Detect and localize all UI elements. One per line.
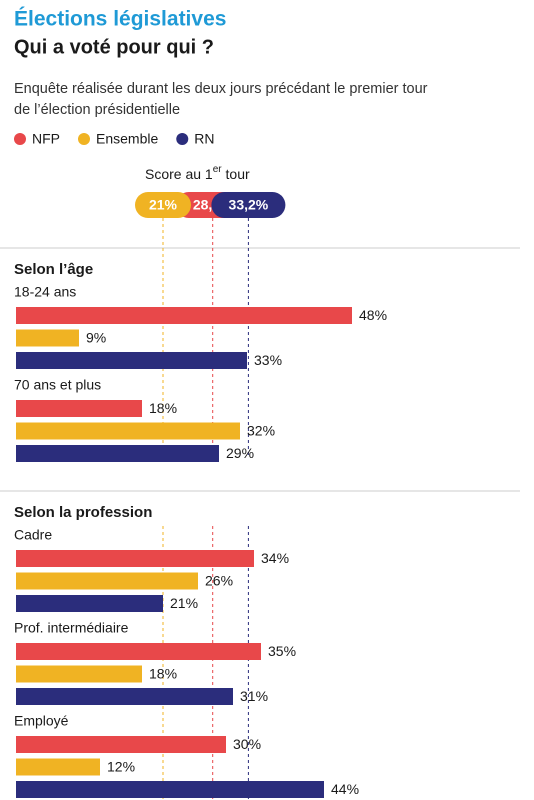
legend-swatch xyxy=(78,133,90,145)
bar xyxy=(16,400,142,417)
bar xyxy=(16,688,233,705)
bar xyxy=(16,550,254,567)
value-label: 18% xyxy=(149,666,177,682)
bar xyxy=(16,781,324,798)
category-label: Employé xyxy=(14,713,69,729)
value-label: 31% xyxy=(240,688,268,704)
value-label: 21% xyxy=(170,595,198,611)
category-label: Prof. intermédiaire xyxy=(14,620,129,636)
value-label: 29% xyxy=(226,445,254,461)
section-title: Selon l’âge xyxy=(14,261,93,278)
description: Enquête réalisée durant les deux jours p… xyxy=(14,81,428,97)
value-label: 12% xyxy=(107,759,135,775)
reference-title-part: Score au 1 xyxy=(145,166,213,182)
bar xyxy=(16,572,198,590)
value-label: 30% xyxy=(233,736,261,752)
reference-title: Score au 1er tour xyxy=(145,164,250,182)
description: de l’élection présidentielle xyxy=(14,102,180,118)
value-label: 9% xyxy=(86,330,106,346)
value-label: 33% xyxy=(254,352,282,368)
value-label: 35% xyxy=(268,643,296,659)
chart-title: Élections législatives xyxy=(14,8,226,31)
legend-label: Ensemble xyxy=(96,131,158,147)
value-label: 32% xyxy=(247,423,275,439)
value-label: 34% xyxy=(261,550,289,566)
reference-pill xyxy=(135,192,191,218)
value-label: 18% xyxy=(149,400,177,416)
bar xyxy=(16,665,142,683)
bar xyxy=(16,329,79,347)
bar xyxy=(16,352,247,369)
bar xyxy=(16,445,219,462)
bar xyxy=(16,422,240,440)
legend-label: RN xyxy=(194,131,214,147)
category-label: 70 ans et plus xyxy=(14,377,101,393)
reference-label: 33,2% xyxy=(229,197,269,213)
bar xyxy=(16,736,226,753)
value-label: 44% xyxy=(331,781,359,797)
legend-swatch xyxy=(176,133,189,145)
value-label: 48% xyxy=(359,307,387,323)
category-label: Cadre xyxy=(14,527,52,543)
bar xyxy=(16,643,261,660)
reference-title-part: tour xyxy=(222,166,250,182)
section-title: Selon la profession xyxy=(14,504,152,521)
bar xyxy=(16,595,163,612)
chart-subtitle: Qui a voté pour qui ? xyxy=(14,36,214,58)
reference-title-sup: er xyxy=(213,164,223,175)
reference-label: 21% xyxy=(149,197,178,213)
category-label: 18-24 ans xyxy=(14,284,76,300)
reference-pill xyxy=(211,192,286,218)
legend-label: NFP xyxy=(32,131,60,147)
bar xyxy=(16,758,100,776)
legend-swatch xyxy=(14,133,26,145)
bar xyxy=(16,307,352,324)
value-label: 26% xyxy=(205,573,233,589)
